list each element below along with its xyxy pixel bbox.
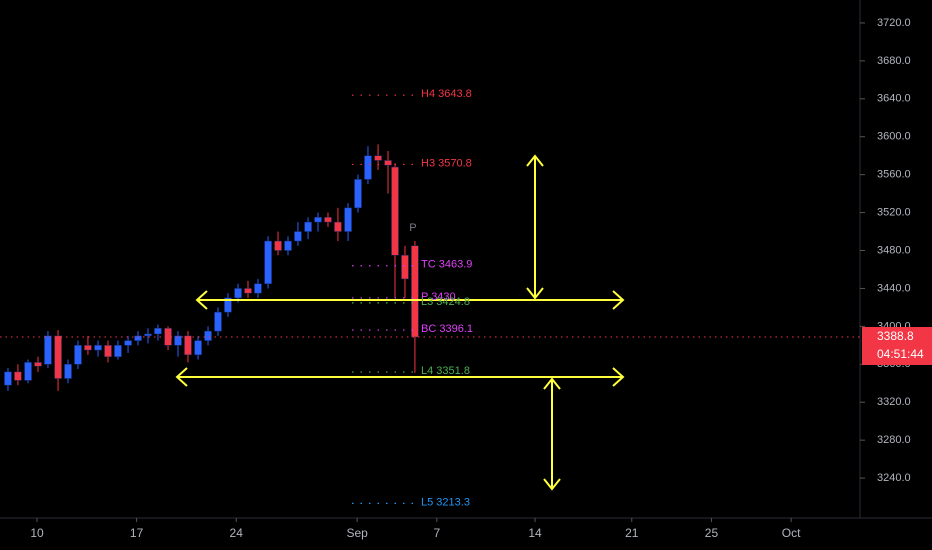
candle-body — [401, 255, 409, 280]
pivot-label: L3 3424.8 — [421, 296, 470, 308]
pivot-label: H3 3570.8 — [421, 157, 472, 169]
candle-body — [44, 335, 52, 365]
candle-body — [154, 328, 162, 335]
candle-body — [284, 240, 292, 251]
candle-body — [64, 364, 72, 379]
y-tick-label: 3560.0 — [877, 169, 911, 181]
x-tick-label: 7 — [433, 526, 440, 540]
y-tick-label: 3440.0 — [877, 282, 911, 294]
y-tick-label: 3680.0 — [877, 55, 911, 67]
pivot-marker: P — [409, 222, 416, 234]
candle-body — [304, 221, 312, 232]
candle-body — [274, 240, 282, 251]
candle-body — [114, 345, 122, 357]
candle-body — [54, 335, 62, 379]
drawings — [175, 154, 625, 491]
candle-body — [411, 245, 419, 338]
candle-body — [184, 335, 192, 356]
arrow-head — [526, 287, 544, 300]
pivot-label: TC 3463.9 — [421, 259, 472, 271]
candle-body — [334, 221, 342, 232]
candle-body — [391, 166, 399, 256]
y-tick-label: 3600.0 — [877, 131, 911, 143]
candle-body — [264, 240, 272, 284]
candle-body — [84, 345, 92, 351]
candle-body — [374, 155, 382, 161]
candle-body — [384, 160, 392, 166]
candle-body — [324, 217, 332, 223]
candle-body — [354, 179, 362, 209]
last-price-box — [862, 326, 932, 365]
last-price-label: 3388.8 — [877, 329, 914, 343]
arrow-head — [195, 290, 208, 310]
candle-body — [94, 345, 102, 351]
candle-body — [74, 345, 82, 365]
y-tick-label: 3720.0 — [877, 17, 911, 29]
countdown: 04:51:44 — [877, 347, 924, 361]
candle-body — [364, 155, 372, 180]
y-tick-label: 3640.0 — [877, 93, 911, 105]
y-tick-label: 3480.0 — [877, 244, 911, 256]
arrow-head — [612, 290, 625, 310]
pivot-label: L5 3213.3 — [421, 496, 470, 508]
candle-body — [24, 362, 32, 381]
candle-body — [204, 330, 212, 341]
arrow-head — [543, 377, 561, 390]
y-tick-label: 3320.0 — [877, 396, 911, 408]
candle-body — [174, 335, 182, 346]
candle-body — [214, 311, 222, 332]
pivot-label: BC 3396.1 — [421, 323, 473, 335]
candle-body — [194, 340, 202, 356]
pivot-label: H4 3643.8 — [421, 88, 472, 100]
y-tick-label: 3280.0 — [877, 434, 911, 446]
candle-body — [244, 288, 252, 294]
x-tick-label: Oct — [782, 526, 801, 540]
candle-body — [124, 340, 132, 346]
arrow-head — [175, 367, 188, 387]
x-tick-label: 25 — [705, 526, 719, 540]
candle-body — [4, 371, 12, 386]
candle-body — [294, 231, 302, 242]
y-tick-label: 3520.0 — [877, 206, 911, 218]
pivot-label: P 3430 — [421, 291, 456, 303]
candle-body — [344, 207, 352, 232]
candle-body — [104, 345, 112, 357]
x-tick-label: 17 — [130, 526, 144, 540]
y-tick-label: 3240.0 — [877, 472, 911, 484]
candle-body — [224, 297, 232, 313]
x-tick-label: 14 — [528, 526, 542, 540]
candle-body — [234, 288, 242, 299]
x-tick-label: 24 — [230, 526, 244, 540]
candle-body — [254, 283, 262, 294]
candle-body — [14, 371, 22, 381]
pivot-label: L4 3351.8 — [421, 365, 470, 377]
candle-body — [134, 335, 142, 341]
candle-body — [144, 333, 152, 337]
arrow-head — [526, 154, 544, 167]
arrow-head — [612, 367, 625, 387]
candle-body — [34, 362, 42, 367]
x-tick-label: Sep — [346, 526, 368, 540]
x-tick-label: 21 — [625, 526, 639, 540]
candle-body — [314, 217, 322, 223]
x-tick-label: 10 — [30, 526, 44, 540]
arrow-head — [543, 478, 561, 491]
